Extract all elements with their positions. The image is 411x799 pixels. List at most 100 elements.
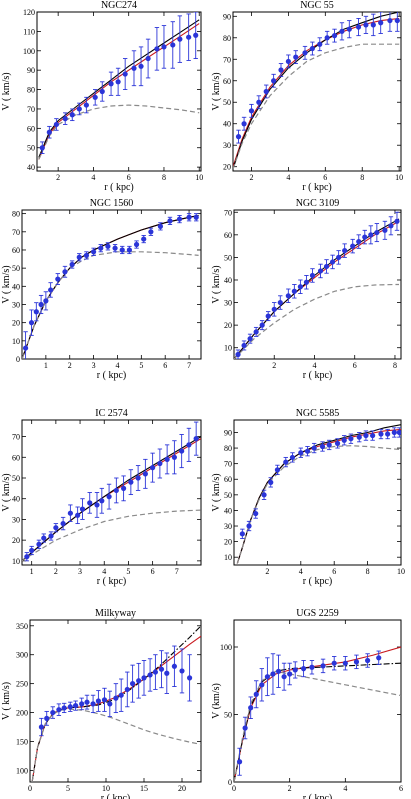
y-tick-label: 0 [228, 778, 232, 787]
data-point [277, 299, 283, 306]
x-tick-label: 5 [139, 361, 143, 370]
x-tick-label: 5 [66, 784, 70, 793]
data-point [61, 705, 67, 711]
panel-title: NGC 1560 [90, 198, 134, 209]
data-point [271, 306, 277, 312]
data-point [141, 236, 147, 242]
data-point [83, 252, 90, 259]
data-point [259, 682, 265, 688]
data-point [107, 701, 113, 707]
y-tick-label: 50 [223, 98, 231, 107]
data-point [278, 67, 284, 73]
chart-panel-8: UGS 2259 0 2 4 6 0 50 100 r ( kpc) V (km/s) [211, 608, 403, 799]
data-point [120, 485, 127, 491]
data-point [247, 336, 253, 342]
y-tick-label: 20 [224, 538, 232, 547]
data-point [342, 248, 348, 254]
y-axis-label: V ( km/s) [1, 72, 12, 110]
data-point [142, 471, 148, 477]
data-point [108, 81, 114, 87]
axes-frame [233, 419, 402, 566]
data-point [92, 94, 98, 100]
data-point [46, 129, 52, 135]
chart-panel-6: NGC 5585 2 4 6 8 10 10 20 30 40 50 60 70 80 90 r ( kpc)… [211, 408, 405, 587]
data-point [334, 440, 341, 446]
data-point [158, 666, 165, 672]
data-point [363, 432, 369, 439]
data-point [331, 660, 337, 666]
y-tick-label: 120 [23, 8, 35, 17]
y-tick-label: 100 [16, 766, 28, 775]
x-tick-label: 1 [30, 567, 34, 576]
x-tick-label: 2 [54, 567, 58, 576]
data-point [362, 234, 368, 240]
data-point [161, 44, 167, 50]
data-point [22, 345, 29, 351]
data-point [112, 245, 118, 251]
data-point [186, 34, 192, 40]
y-tick-label: 70 [223, 55, 231, 64]
data-point [270, 671, 276, 677]
data-point [235, 134, 242, 140]
data-point [99, 498, 105, 504]
data-point [101, 697, 108, 703]
x-tick-label: 2 [288, 784, 292, 793]
data-point [248, 108, 255, 114]
data-point [374, 229, 380, 236]
y-tick-label: 60 [223, 77, 231, 86]
x-axis-label: r ( kpc) [303, 370, 332, 381]
y-tick-label: 0 [16, 355, 20, 364]
model-curve-dashdot [234, 662, 401, 782]
y-axis-label: V ( km/s) [211, 72, 222, 110]
x-tick-label: 4 [299, 567, 303, 576]
x-tick-label: 4 [115, 361, 119, 370]
x-tick-label: 0 [28, 784, 32, 793]
data-point [69, 112, 75, 118]
data-point [271, 78, 277, 84]
data-point [53, 525, 59, 531]
data-point [147, 672, 153, 678]
data-point [283, 459, 289, 465]
data-point [303, 279, 310, 285]
data-point [67, 704, 73, 710]
y-tick-label: 10 [224, 553, 232, 562]
y-tick-label: 50 [12, 264, 20, 273]
data-point [281, 674, 287, 680]
x-tick-label: 15 [140, 784, 148, 793]
axes-frame [29, 619, 202, 783]
x-tick-label: 6 [127, 173, 131, 182]
data-point [113, 695, 119, 701]
data-point [38, 724, 45, 730]
x-tick-label: 6 [323, 173, 327, 182]
x-axis-label: r ( kpc) [97, 370, 126, 381]
y-tick-label: 20 [224, 321, 232, 330]
y-tick-label: 70 [224, 208, 232, 217]
y-tick-label: 100 [220, 643, 232, 652]
data-point [268, 479, 274, 485]
data-point [91, 249, 97, 255]
model-curve-red [22, 214, 199, 359]
data-point [236, 759, 243, 765]
x-tick-label: 10 [395, 173, 403, 182]
model-curve-red [234, 220, 400, 359]
data-point [39, 145, 45, 151]
data-point [53, 121, 59, 128]
panel-title: NGC 55 [300, 0, 334, 11]
y-tick-label: 200 [16, 709, 28, 718]
plot-area [234, 646, 401, 782]
y-tick-label: 90 [27, 66, 35, 75]
data-point [304, 448, 311, 454]
data-point [170, 42, 176, 48]
data-point [133, 241, 140, 248]
plot-area [234, 211, 400, 359]
data-point [370, 432, 376, 439]
data-point [124, 686, 130, 693]
y-tick-label: 300 [16, 651, 28, 660]
y-tick-label: 30 [224, 299, 232, 308]
data-point [370, 22, 376, 28]
x-axis-label: r ( kpc) [303, 576, 332, 587]
panel-title: UGS 2259 [296, 608, 339, 619]
data-point [145, 55, 151, 62]
data-point [50, 709, 56, 716]
data-point [353, 659, 360, 665]
